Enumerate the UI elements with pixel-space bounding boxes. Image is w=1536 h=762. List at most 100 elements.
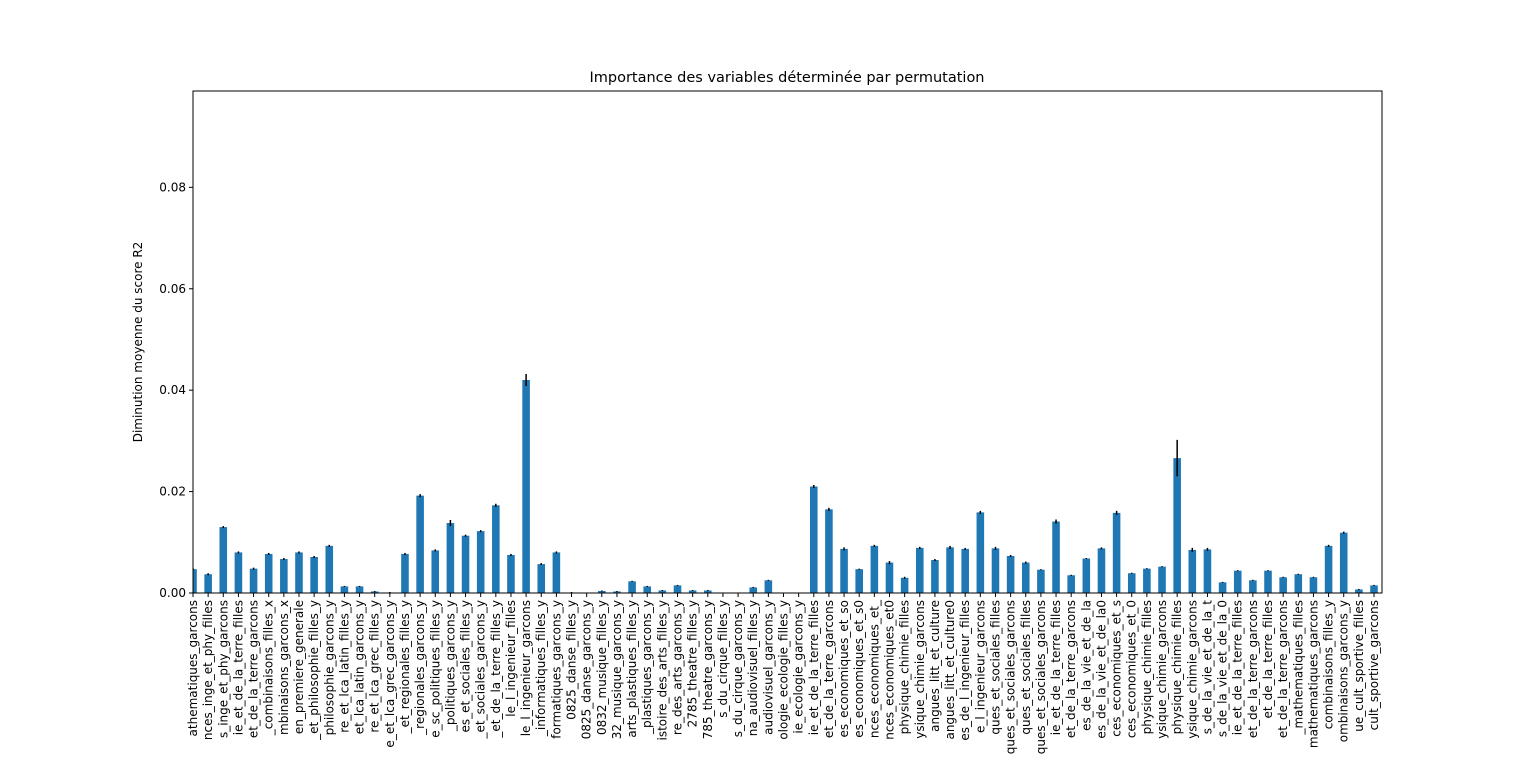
x-tick-label: na_audiovisuel_filles_y	[746, 600, 760, 736]
bar	[1037, 569, 1045, 593]
bar	[1249, 580, 1257, 593]
x-tick-label: es_de_la_vie_et_de_la0	[1094, 600, 1108, 739]
x-tick-label: et_de_la_terre_filles	[1261, 600, 1275, 719]
x-tick-label: nces_economiques_et0	[882, 600, 896, 740]
bar	[643, 586, 652, 593]
x-tick-label: cult_sportive_garcons	[1367, 600, 1381, 730]
x-tick-label: et_lca_latin_garcons_y	[353, 600, 367, 734]
bar	[931, 560, 939, 593]
bar	[204, 574, 212, 593]
chart-title: Importance des variables déterminée par …	[589, 70, 984, 86]
x-tick-label: _regionales_garcons_y	[413, 600, 427, 736]
bar	[809, 486, 818, 593]
bar	[1052, 521, 1060, 593]
x-tick-label: _plastiques_garcons_y	[640, 600, 654, 735]
x-tick-label: athematiques_garcons	[186, 600, 200, 736]
bar	[1173, 458, 1181, 593]
x-tick-label: 0825_danse_filles_y	[565, 600, 579, 720]
x-tick-label: _politiques_garcons_y	[443, 600, 457, 732]
bar	[1294, 574, 1303, 593]
x-tick-label: ologie_ecologie_filles_y	[777, 600, 791, 740]
x-tick-label: physique_chimie_filles	[898, 600, 912, 734]
y-tick-label: 0.00	[159, 586, 186, 600]
x-tick-label: mbinaisons_garcons_x	[277, 600, 291, 735]
x-tick-label: _et_de_la_terre_filles_y	[489, 600, 503, 739]
bar	[370, 591, 379, 593]
bar	[507, 554, 515, 593]
bar	[658, 590, 667, 593]
x-tick-label: s_du_cirque_filles_y	[716, 600, 730, 718]
x-tick-label: re_des_arts_garcons_y	[671, 600, 685, 735]
x-tick-label: physique_chimie_filles	[1140, 600, 1154, 734]
bar	[1218, 582, 1227, 593]
bar	[1021, 562, 1030, 593]
bar	[628, 581, 636, 593]
bar	[961, 548, 969, 593]
bar	[1355, 589, 1363, 593]
bar	[280, 559, 288, 593]
bar	[1006, 555, 1015, 593]
x-tick-label: _et_sociales_garcons_y	[474, 600, 488, 739]
bar	[234, 552, 243, 593]
x-tick-label: angues_litt_et_culture	[928, 600, 942, 732]
x-tick-label: ie_ecologie_garcons_y	[792, 600, 806, 734]
x-tick-label: es_de_l_ingenieur_filles	[958, 600, 972, 741]
bar	[885, 562, 894, 593]
bar	[915, 547, 924, 593]
bar	[688, 590, 697, 593]
x-tick-label: ces_economiques_et_0	[1125, 600, 1139, 738]
x-tick-label: e_sc_politiques_filles_y	[428, 600, 442, 738]
bar	[870, 545, 879, 593]
y-tick-label: 0.04	[159, 383, 186, 397]
x-tick-label: et_de_la_terre_garcons	[1276, 600, 1290, 738]
bar	[1188, 549, 1197, 593]
bar	[193, 569, 197, 593]
bar	[340, 586, 349, 593]
x-tick-label: s_de_la_vie_et_de_la_t	[1200, 600, 1214, 735]
x-tick-label: es_economiques_et_s0	[852, 600, 866, 738]
x-tick-label: 32_musique_garcons_y	[610, 600, 624, 739]
bar	[1264, 570, 1272, 593]
x-tick-label: re_et_lca_latin_filles_y	[337, 600, 351, 733]
bar	[1339, 532, 1348, 593]
x-tick-label: et_de_la_terre_garcons	[822, 600, 836, 738]
x-tick-label: _combinaisons_filles_x	[262, 600, 276, 736]
x-tick-label: ie_et_de_la_terre_filles	[1231, 600, 1245, 735]
x-tick-label: es_economiques_et_so	[837, 600, 851, 737]
bar	[673, 585, 682, 593]
bar	[704, 590, 712, 593]
bar	[1370, 585, 1378, 593]
bar	[749, 587, 758, 593]
bar	[613, 591, 621, 593]
x-tick-label: ysique_chimie_garcons	[1185, 600, 1199, 739]
x-tick-label: re_et_lca_grec_filles_y	[368, 600, 382, 733]
bar	[1082, 558, 1091, 593]
bar	[1279, 577, 1287, 593]
bar	[764, 580, 773, 593]
bar	[219, 527, 228, 593]
bar	[537, 564, 546, 593]
x-tick-label: en_premiere_generale	[292, 600, 306, 734]
bar	[855, 569, 863, 593]
bars	[193, 373, 1378, 593]
bar	[249, 568, 258, 593]
x-tick-label: physique_chimie_filles	[1170, 600, 1184, 734]
x-tick-label: ysique_chimie_garcons	[913, 600, 927, 739]
bar	[1127, 573, 1136, 593]
bar	[1158, 566, 1166, 593]
plot-frame	[192, 90, 1383, 594]
bar	[461, 535, 470, 593]
x-tick-label: nces_inge_et_phy_filles	[201, 600, 215, 740]
x-tick-label: ie_et_de_la_terre_filles	[1049, 600, 1063, 735]
bar	[522, 380, 530, 593]
x-tick-label: _informatiques_filles_y	[534, 600, 548, 737]
bar	[598, 590, 606, 593]
bar	[991, 548, 1000, 593]
bar	[900, 577, 909, 593]
x-tick-label: ue_cult_sportive_filles	[1352, 600, 1366, 732]
x-tick-label: philosophie_garcons_y	[322, 600, 336, 735]
bar	[825, 509, 833, 593]
x-tick-label: ques_et_sociales_garcons	[1034, 600, 1048, 754]
x-tick-label: arts_plastiques_filles_y	[625, 600, 639, 738]
bar	[1112, 512, 1121, 593]
